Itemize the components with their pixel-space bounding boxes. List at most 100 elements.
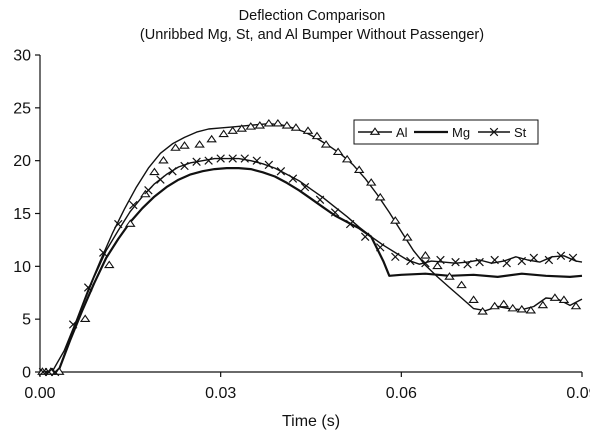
data-point-al (489, 301, 500, 310)
legend-marker-al (369, 127, 381, 135)
data-point-al (206, 134, 217, 143)
data-point-st (276, 167, 286, 176)
data-point-st (114, 219, 123, 229)
data-point-st (216, 154, 225, 163)
data-point-al (125, 219, 136, 227)
data-point-st (568, 253, 578, 263)
x-tick-label: 0.06 (386, 385, 417, 402)
data-point-al (420, 251, 431, 259)
x-marker-stroke (517, 256, 527, 266)
data-point-st (83, 283, 93, 292)
x-axis-label: Time (s) (282, 413, 340, 430)
data-point-al (320, 140, 332, 148)
data-point-al (79, 314, 91, 322)
data-point-st (99, 248, 108, 257)
data-point-al (104, 260, 115, 269)
data-point-al (570, 301, 582, 310)
x-marker-stroke (114, 219, 123, 229)
data-point-st (475, 257, 484, 267)
data-point-st (204, 156, 213, 165)
x-marker-stroke (330, 208, 340, 217)
data-point-al (179, 141, 190, 149)
data-point-st (544, 255, 554, 265)
data-point-st (436, 255, 445, 265)
data-point-st (376, 243, 385, 252)
data-point-st (451, 257, 460, 267)
x-marker-stroke (556, 251, 566, 260)
x-tick-label: 0.03 (205, 385, 236, 402)
y-tick-label: 20 (13, 153, 31, 170)
series-markers (37, 118, 582, 377)
data-point-al (365, 178, 377, 186)
x-marker-stroke (240, 154, 249, 163)
x-marker-stroke (168, 167, 177, 176)
data-point-st (421, 258, 430, 268)
x-marker-stroke (436, 255, 445, 265)
x-marker-stroke (99, 248, 108, 257)
x-marker-stroke (264, 160, 274, 170)
x-marker-stroke (376, 243, 385, 252)
legend-marker-st (489, 127, 499, 137)
data-point-al (281, 121, 293, 129)
data-point-st (330, 208, 340, 217)
x-marker-stroke (451, 257, 460, 267)
y-tick-label: 30 (13, 48, 31, 65)
data-point-al (302, 126, 314, 134)
x-marker-stroke (68, 320, 78, 329)
x-marker-stroke (463, 259, 472, 269)
data-point-al (525, 305, 537, 314)
data-point-st (502, 258, 511, 268)
x-marker-stroke (345, 219, 355, 229)
data-point-st (192, 157, 201, 166)
data-point-al (272, 118, 284, 127)
y-tick-label: 15 (13, 206, 31, 223)
data-point-st (391, 252, 400, 262)
data-point-al (468, 295, 479, 303)
x-marker-stroke (406, 256, 415, 266)
x-marker-stroke (315, 195, 325, 204)
x-marker-stroke (475, 257, 484, 267)
x-marker-stroke (490, 255, 499, 265)
series-line-mg (40, 167, 583, 374)
y-tick-label: 5 (22, 312, 31, 329)
x-marker-stroke (83, 283, 93, 292)
x-marker-stroke (421, 258, 430, 268)
data-point-al (227, 126, 238, 134)
x-marker-stroke (192, 157, 201, 166)
data-point-st (517, 256, 527, 266)
data-point-st (50, 367, 60, 377)
data-point-st (228, 154, 237, 163)
data-point-st (288, 174, 298, 183)
chart-title: Deflection Comparison (239, 8, 386, 24)
data-point-al (158, 155, 169, 164)
data-point-st (180, 161, 189, 171)
data-point-al (194, 140, 205, 148)
data-point-st (156, 175, 165, 184)
y-tick-label: 10 (13, 259, 31, 276)
x-marker-stroke (502, 258, 511, 268)
data-point-st (144, 186, 153, 195)
data-point-st (406, 256, 415, 266)
x-marker-stroke (544, 255, 554, 265)
data-point-al (332, 147, 344, 156)
data-point-al (549, 293, 561, 301)
x-marker-stroke (180, 161, 189, 171)
x-marker-stroke (568, 253, 578, 263)
data-point-al (245, 122, 257, 130)
axes: 0 5 10 15 20 25 30 0.00 0.03 0.06 0.09 (13, 48, 590, 403)
data-point-st (252, 156, 262, 165)
chart-subtitle: (Unribbed Mg, St, and Al Bumper Without … (140, 27, 484, 43)
data-point-al (507, 303, 518, 312)
data-point-st (463, 259, 472, 269)
x-marker-stroke (50, 367, 60, 377)
data-point-st (345, 219, 355, 229)
x-marker-stroke (300, 182, 310, 192)
data-point-al (170, 143, 181, 151)
data-point-al (353, 165, 365, 173)
data-point-al (477, 307, 488, 315)
data-point-st (360, 232, 370, 241)
x-marker-stroke (144, 186, 153, 195)
data-point-al (290, 123, 302, 131)
data-point-al (444, 272, 455, 280)
data-point-st (38, 367, 48, 377)
